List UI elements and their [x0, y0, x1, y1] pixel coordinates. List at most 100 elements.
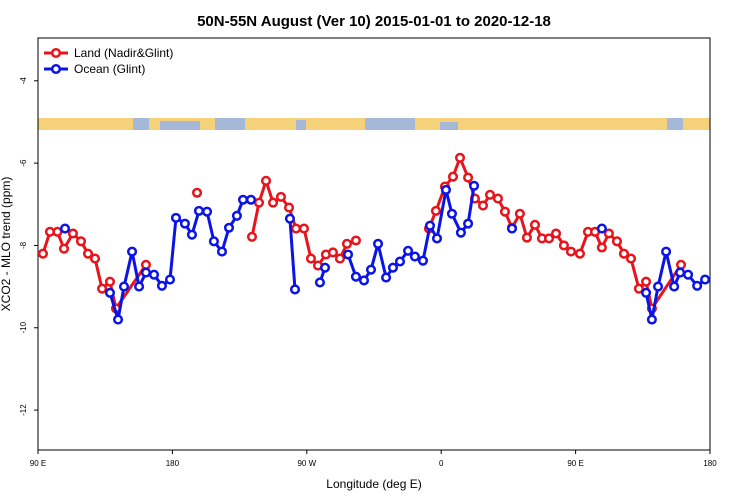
data-point [440, 184, 452, 195]
data-point [506, 223, 518, 234]
data-point [350, 235, 361, 246]
data-point [381, 272, 392, 283]
data-point [447, 171, 459, 182]
x-axis-label: Longitude (deg E) [326, 477, 421, 491]
data-point [284, 213, 295, 224]
data-point [245, 194, 256, 205]
legend-marker [50, 63, 62, 75]
data-point [193, 205, 205, 216]
data-point [446, 208, 458, 219]
x-tick-label: 0 [439, 459, 444, 468]
data-point [669, 281, 680, 292]
data-point [675, 259, 687, 270]
data-point [402, 245, 414, 256]
data-point [314, 277, 325, 288]
data-point [275, 191, 287, 202]
data-point [246, 231, 258, 242]
data-point [37, 248, 48, 259]
data-point [127, 246, 138, 257]
data-point [372, 238, 384, 249]
data-point [260, 175, 272, 186]
data-point [358, 275, 370, 286]
data-point [104, 276, 116, 287]
data-point [550, 228, 562, 239]
data-point [675, 267, 686, 278]
y-axis-label: XCO2 - MLO trend (ppm) [0, 177, 13, 312]
data-point [67, 228, 78, 239]
data-point [148, 269, 160, 280]
data-point [394, 256, 406, 267]
data-point [469, 180, 480, 191]
data-point [625, 253, 637, 264]
data-point [201, 206, 213, 217]
chart-title: 50N-55N August (Ver 10) 2015-01-01 to 20… [197, 13, 551, 30]
data-point [156, 280, 167, 291]
data-point [237, 194, 249, 205]
data-point [59, 223, 71, 234]
data-point [58, 243, 70, 254]
data-point [341, 238, 353, 249]
data-point [652, 281, 664, 292]
data-point [387, 262, 399, 273]
data-point [692, 280, 703, 291]
data-point [97, 283, 108, 294]
x-tick-label: 90 E [567, 459, 583, 468]
data-point [633, 283, 644, 294]
plot-frame [37, 37, 711, 451]
data-point [565, 246, 577, 257]
data-point [365, 264, 377, 275]
data-point [186, 229, 198, 240]
x-tick-label: 180 [703, 459, 717, 468]
data-point [290, 223, 302, 234]
data-point [75, 236, 87, 247]
y-tick-label: -6 [19, 159, 28, 167]
data-point [499, 206, 511, 217]
data-point [118, 281, 130, 292]
data-point [231, 210, 242, 221]
data-point [216, 246, 228, 257]
data-point [191, 187, 203, 198]
x-tick-label: 90 E [30, 459, 46, 468]
data-point [682, 269, 694, 280]
data-point [140, 259, 152, 270]
data-point [431, 233, 443, 244]
y-tick-label: -4 [19, 77, 28, 85]
data-point [574, 248, 585, 259]
land-ocean-strip [38, 118, 710, 130]
data-point [521, 232, 532, 243]
data-point [223, 222, 235, 233]
legend-label: Land (Nadir&Glint) [74, 46, 173, 60]
data-point [661, 246, 672, 257]
data-point [455, 227, 466, 238]
data-point [134, 281, 145, 292]
data-point [596, 242, 607, 253]
data-point [319, 262, 331, 273]
data-point [268, 197, 279, 208]
data-point [430, 205, 442, 216]
data-point [179, 218, 190, 229]
x-tick-label: 180 [166, 459, 180, 468]
series-line [108, 185, 706, 322]
data-point [164, 274, 176, 285]
data-point [463, 218, 474, 229]
data-point [492, 193, 503, 204]
data-point [170, 212, 182, 223]
data-point [289, 284, 301, 295]
data-point [327, 247, 338, 258]
legend-marker [50, 47, 62, 59]
data-point [342, 249, 354, 260]
data-point [140, 267, 152, 278]
data-point [424, 220, 436, 231]
data-point [603, 228, 614, 239]
legend-label: Ocean (Glint) [74, 62, 145, 76]
data-point [253, 197, 265, 208]
y-tick-label: -8 [19, 241, 28, 249]
data-point [514, 208, 525, 219]
data-point [477, 200, 489, 211]
data-point [89, 253, 101, 264]
data-point [350, 271, 361, 282]
data-point [700, 274, 711, 285]
data-point [208, 236, 219, 247]
data-point [82, 248, 94, 259]
